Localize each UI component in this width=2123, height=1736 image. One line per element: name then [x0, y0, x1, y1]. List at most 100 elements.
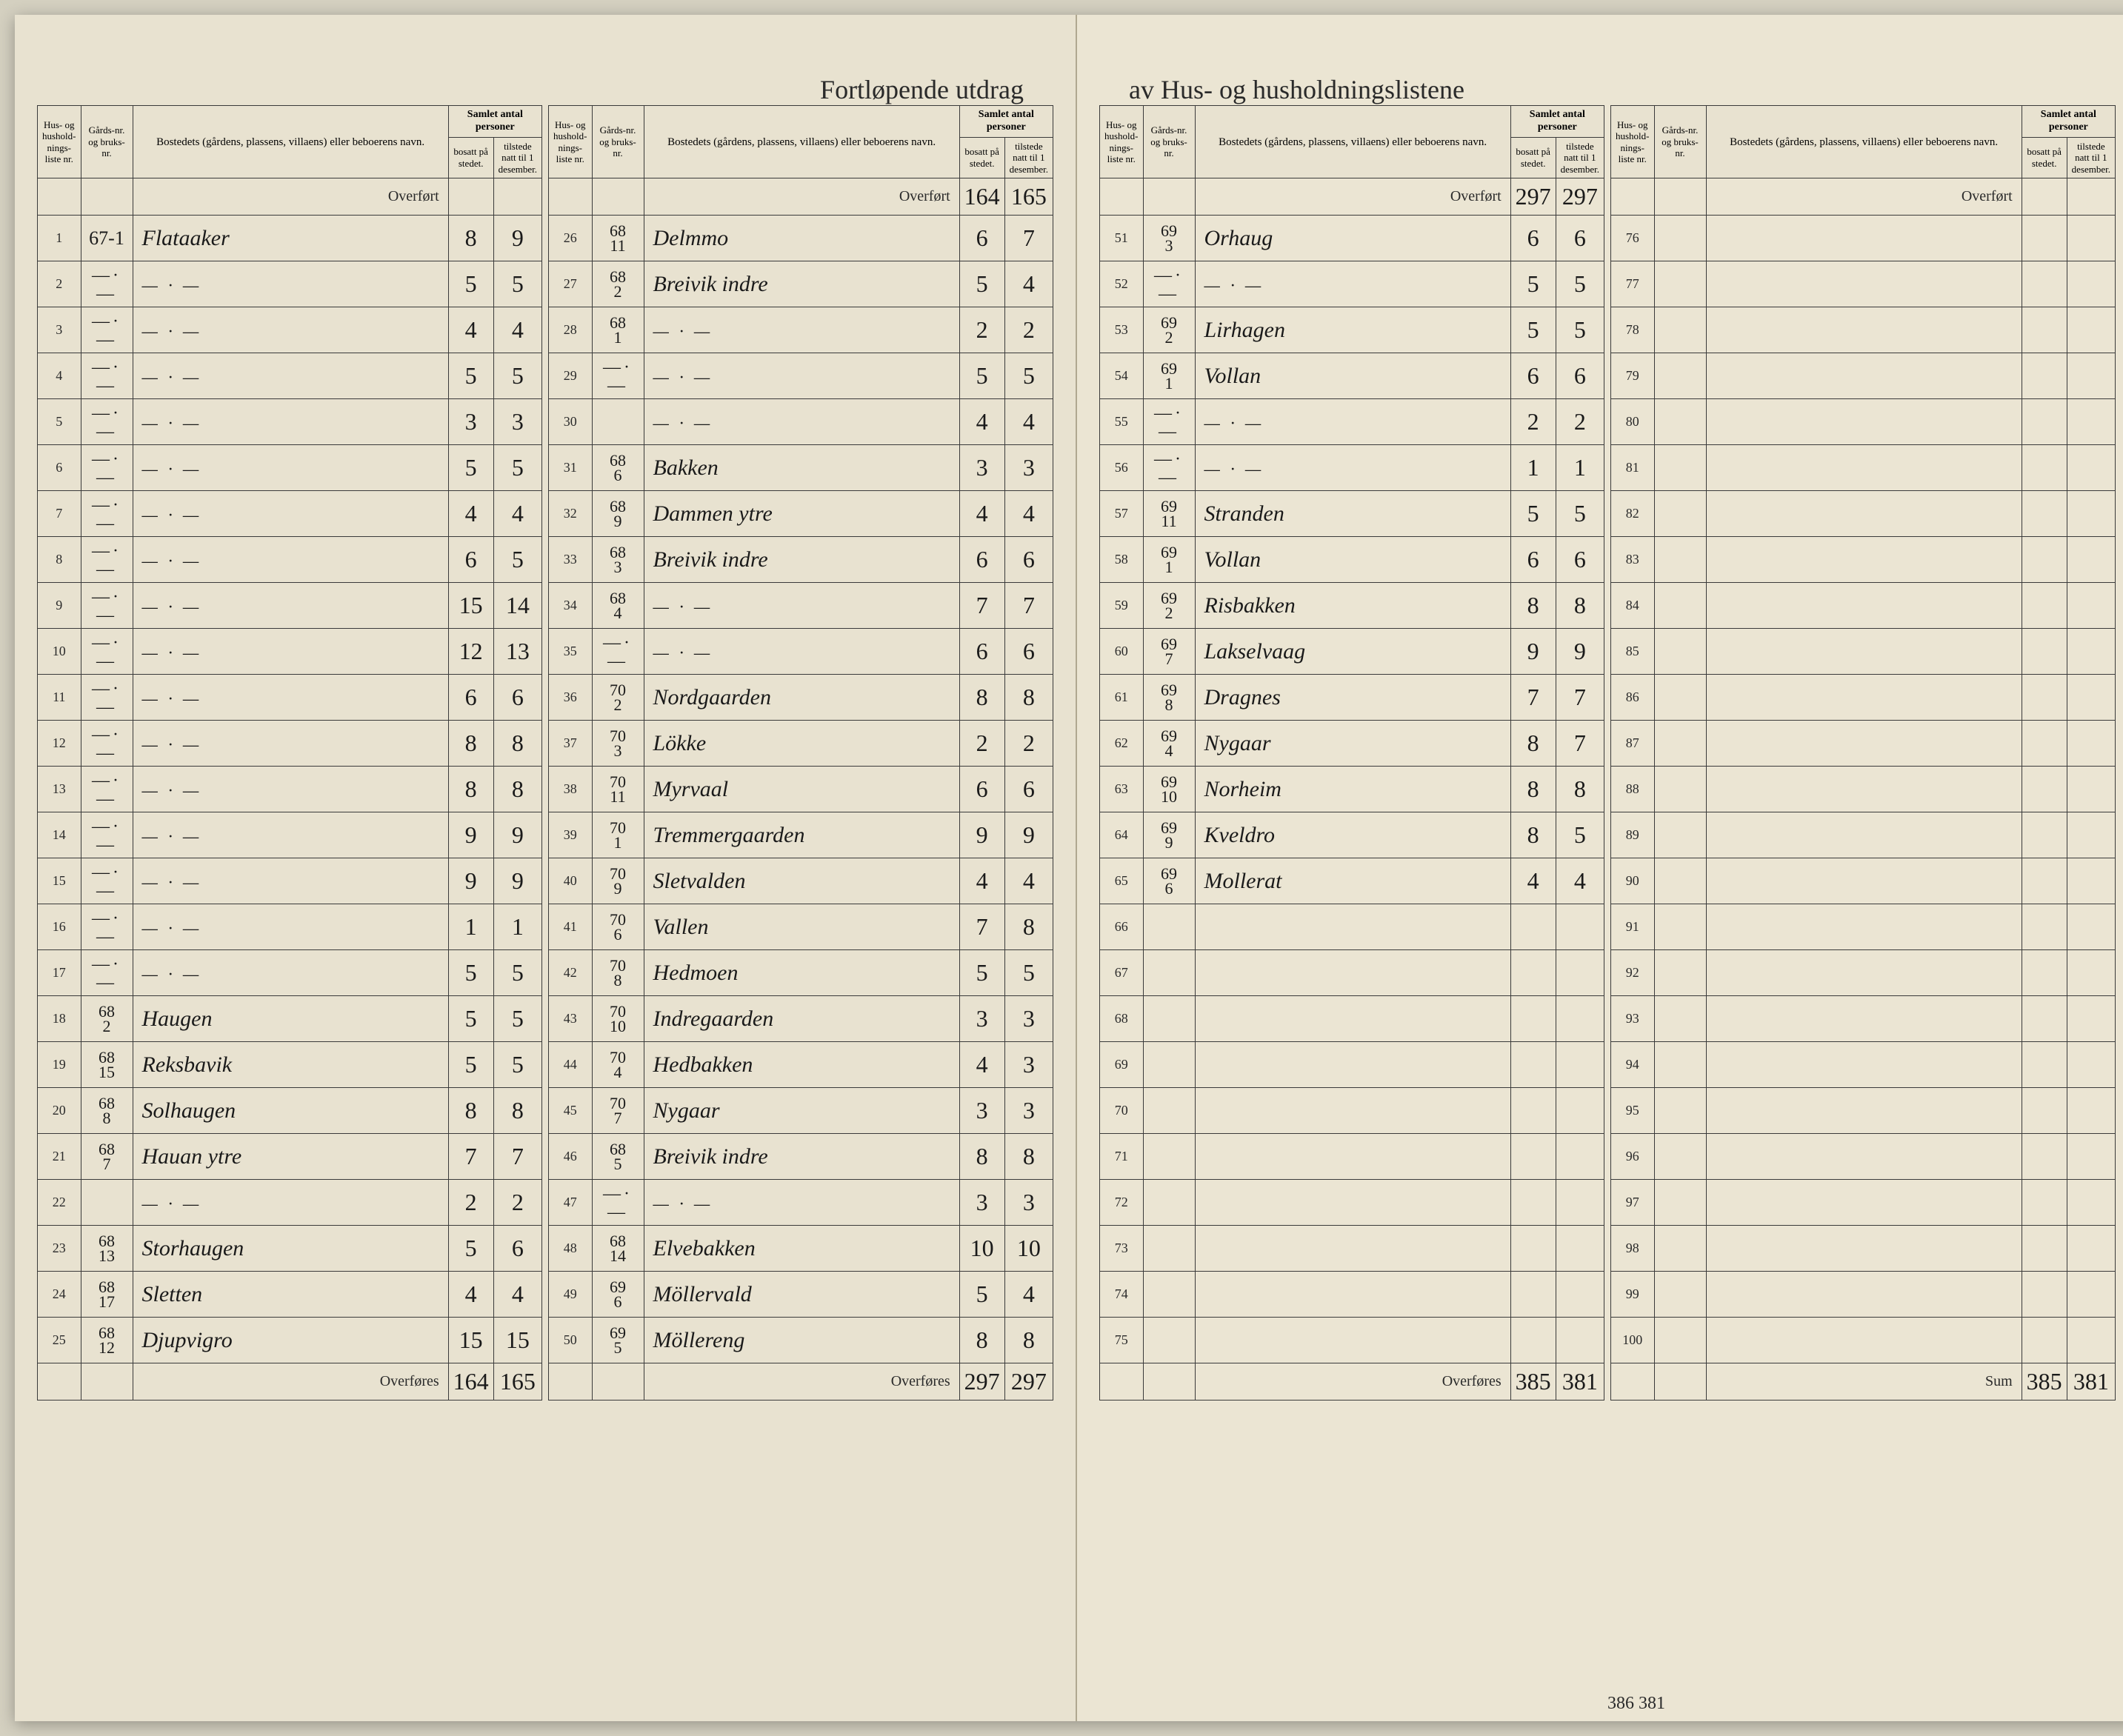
gards-nr: 701	[592, 812, 644, 858]
gards-nr	[1654, 537, 1706, 583]
gards-nr	[1654, 1042, 1706, 1088]
row-number: 70	[1100, 1088, 1144, 1134]
tilstede-value: 13	[493, 629, 541, 675]
bosatt-value: 1	[1510, 445, 1556, 491]
tilstede-value: 7	[1556, 675, 1604, 721]
bosatt-value	[2022, 904, 2067, 950]
tilstede-value: 15	[493, 1318, 541, 1363]
tilstede-value	[2067, 996, 2115, 1042]
bosatt-value: 8	[1510, 767, 1556, 812]
bosted-name: — · —	[133, 537, 448, 583]
table-row: 71	[1100, 1134, 1604, 1180]
bosatt-value	[2022, 767, 2067, 812]
bosted-name	[1706, 629, 2022, 675]
tilstede-value: 9	[493, 812, 541, 858]
row-number: 52	[1100, 261, 1144, 307]
footer-tilstede: 297	[1004, 1363, 1053, 1401]
tilstede-value: 3	[1004, 445, 1053, 491]
tilstede-value	[2067, 858, 2115, 904]
gards-nr: —·—	[81, 858, 133, 904]
bosatt-value	[2022, 216, 2067, 261]
gards-nr: 686	[592, 445, 644, 491]
table-body-3: Overført 297 297 51 693 Orhaug 6 6 52 —·…	[1100, 178, 1604, 1401]
bosatt-value	[1510, 1318, 1556, 1363]
tilstede-value	[2067, 399, 2115, 445]
bosatt-value	[2022, 307, 2067, 353]
row-number: 85	[1611, 629, 1655, 675]
bosatt-value: 8	[959, 1318, 1004, 1363]
gards-nr	[1654, 1272, 1706, 1318]
table-row: 35 —·— — · — 6 6	[549, 629, 1053, 675]
gards-nr	[1654, 491, 1706, 537]
table-row: 93	[1611, 996, 2116, 1042]
gards-nr: 6814	[592, 1226, 644, 1272]
bosatt-value: 4	[959, 1042, 1004, 1088]
th-bosted: Bostedets (gårdens, plassens, villaens) …	[1195, 106, 1510, 178]
bosted-name	[1706, 216, 2022, 261]
bosted-name: Sletvalden	[644, 858, 959, 904]
bosatt-value	[2022, 1272, 2067, 1318]
bosatt-value	[2022, 1226, 2067, 1272]
bosted-name	[1706, 537, 2022, 583]
gards-nr	[1654, 307, 1706, 353]
th-bosatt: bosatt på stedet.	[2022, 137, 2067, 178]
tilstede-value	[1556, 1088, 1604, 1134]
table-row: 14 —·— — · — 9 9	[38, 812, 542, 858]
gards-nr: 709	[592, 858, 644, 904]
table-header: Hus- og hushold-nings-liste nr. Gårds-nr…	[549, 106, 1053, 178]
title-right: av Hus- og husholdningslistene	[1099, 74, 2116, 105]
tilstede-value: 6	[1004, 767, 1053, 812]
row-number: 4	[38, 353, 81, 399]
bosted-name	[1706, 1272, 2022, 1318]
tilstede-value: 4	[493, 307, 541, 353]
gards-nr: 681	[592, 307, 644, 353]
tilstede-value	[2067, 261, 2115, 307]
gards-nr	[1654, 1318, 1706, 1363]
tilstede-value	[2067, 1226, 2115, 1272]
gards-nr: 683	[592, 537, 644, 583]
gards-nr	[1143, 1134, 1195, 1180]
table-row: 83	[1611, 537, 2116, 583]
table-1: Hus- og hushold-nings-liste nr. Gårds-nr…	[37, 105, 542, 1401]
row-number: 24	[38, 1272, 81, 1318]
row-number: 97	[1611, 1180, 1655, 1226]
th-bosatt: bosatt på stedet.	[448, 137, 493, 178]
gards-nr: —·—	[592, 629, 644, 675]
row-number: 77	[1611, 261, 1655, 307]
bosted-name: — · —	[133, 491, 448, 537]
bosted-name: — · —	[644, 629, 959, 675]
gards-nr	[1143, 904, 1195, 950]
row-number: 1	[38, 216, 81, 261]
overfort-label: Overført	[133, 178, 448, 216]
row-number: 37	[549, 721, 593, 767]
row-number: 10	[38, 629, 81, 675]
gards-nr: —·—	[81, 904, 133, 950]
table-row: 49 696 Möllervald 5 4	[549, 1272, 1053, 1318]
bosted-name: Nygaar	[1195, 721, 1510, 767]
bosted-name: Hedbakken	[644, 1042, 959, 1088]
gards-nr	[81, 1180, 133, 1226]
bosted-name: Breivik indre	[644, 1134, 959, 1180]
gards-nr: 692	[1143, 307, 1195, 353]
bosatt-value: 6	[959, 629, 1004, 675]
row-number: 7	[38, 491, 81, 537]
row-number: 66	[1100, 904, 1144, 950]
bosted-name: Reksbavik	[133, 1042, 448, 1088]
bosted-name	[1195, 1180, 1510, 1226]
table-row: 32 689 Dammen ytre 4 4	[549, 491, 1053, 537]
gards-nr: —·—	[81, 812, 133, 858]
tilstede-value: 2	[1004, 307, 1053, 353]
table-row: 53 692 Lirhagen 5 5	[1100, 307, 1604, 353]
table-row: 34 684 — · — 7 7	[549, 583, 1053, 629]
row-number: 88	[1611, 767, 1655, 812]
gards-nr: —·—	[1143, 399, 1195, 445]
tilstede-value: 6	[1556, 353, 1604, 399]
row-number: 21	[38, 1134, 81, 1180]
tilstede-value: 10	[1004, 1226, 1053, 1272]
row-number: 8	[38, 537, 81, 583]
table-row: 46 685 Breivik indre 8 8	[549, 1134, 1053, 1180]
overfort-bosatt: 297	[1510, 178, 1556, 216]
th-bosted: Bostedets (gårdens, plassens, villaens) …	[133, 106, 448, 178]
bosted-name: — · —	[644, 307, 959, 353]
bosted-name: — · —	[133, 399, 448, 445]
